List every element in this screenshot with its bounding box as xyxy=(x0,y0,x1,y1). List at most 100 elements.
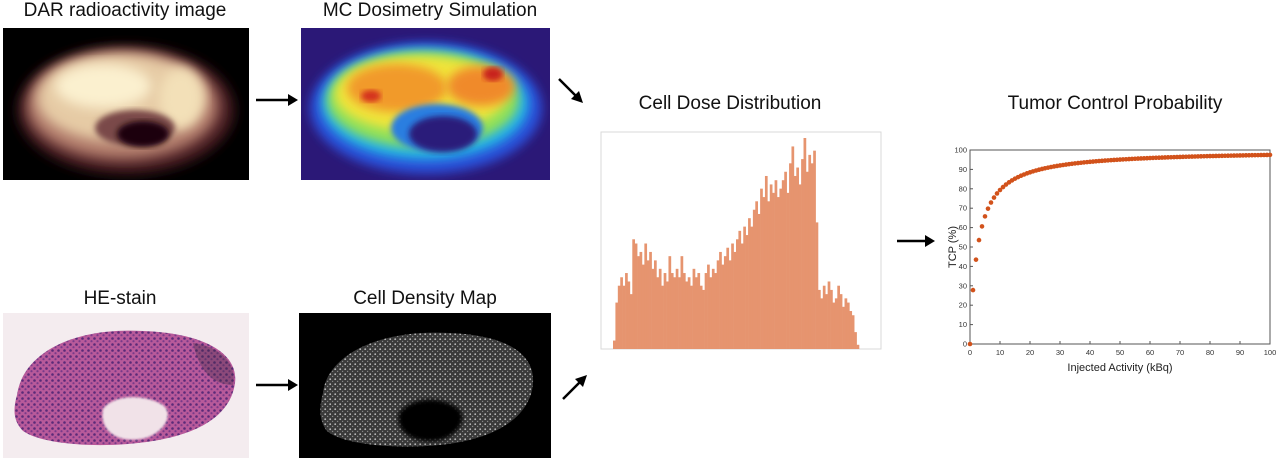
histogram-bar xyxy=(634,243,638,349)
histogram-bar xyxy=(764,175,768,349)
histogram-bar xyxy=(757,213,761,349)
histogram-bar xyxy=(822,285,826,349)
tcp-point xyxy=(997,187,1003,193)
histogram-bar xyxy=(832,302,836,349)
histogram-bar xyxy=(743,226,746,349)
histogram-bar xyxy=(646,260,650,349)
y-tick-label: 20 xyxy=(959,301,967,310)
tcp-plot: 0 10 20 30 40 50 60 70 80 90 100 0 10 20 30 40 50 60 70 80 9… xyxy=(948,140,1278,380)
histogram-bar xyxy=(697,273,701,349)
mc-dosimetry-image xyxy=(301,28,550,180)
tcp-point xyxy=(1267,152,1273,158)
histogram-bar xyxy=(752,209,756,349)
tcp-point xyxy=(979,224,985,229)
histogram-bar xyxy=(834,298,838,349)
arrow-he-to-density-icon xyxy=(256,379,298,391)
histogram-bar xyxy=(721,264,725,349)
x-tick-label: 80 xyxy=(1206,348,1214,357)
histogram-bar xyxy=(615,302,619,349)
histogram-bar xyxy=(808,154,812,349)
histogram-bar xyxy=(818,289,821,349)
histogram-bar xyxy=(654,260,657,349)
histogram-bar xyxy=(851,315,855,349)
histogram-bar xyxy=(748,218,751,349)
x-tick-label: 40 xyxy=(1086,348,1094,357)
histogram-bar xyxy=(695,277,698,349)
histogram-bar xyxy=(798,184,802,349)
histogram-bar xyxy=(714,273,717,349)
he-stain-image xyxy=(3,313,249,458)
histogram-bar xyxy=(810,163,814,349)
histogram-bar xyxy=(793,175,797,349)
y-tick-label: 60 xyxy=(959,223,967,232)
cell-density-title: Cell Density Map xyxy=(353,288,497,309)
histogram-bar xyxy=(709,277,713,349)
tcp-point xyxy=(982,214,988,219)
dar-radioactivity-image xyxy=(3,28,249,180)
x-tick-label: 10 xyxy=(996,348,1004,357)
cell-dose-histogram xyxy=(595,130,885,355)
he-stain-title: HE-stain xyxy=(83,288,157,309)
histogram-bar xyxy=(769,184,773,349)
histogram-bar xyxy=(711,268,715,349)
tcp-point xyxy=(973,257,979,262)
histogram-bar xyxy=(805,171,809,349)
histogram-bar xyxy=(719,251,722,349)
histogram-bar xyxy=(726,247,730,349)
histogram-bar xyxy=(656,277,660,349)
histogram-bar xyxy=(750,226,754,349)
histogram-bar xyxy=(745,235,749,349)
histogram-bar xyxy=(625,273,628,349)
y-tick-label: 70 xyxy=(959,204,967,213)
histogram-bar xyxy=(680,256,684,349)
histogram-bar xyxy=(774,180,778,349)
histogram-bar xyxy=(617,285,621,349)
histogram-bar xyxy=(777,197,780,349)
histogram-bar xyxy=(690,285,693,349)
histogram-bar xyxy=(637,256,640,349)
x-tick-label: 20 xyxy=(1026,348,1034,357)
histogram-bar xyxy=(820,298,824,349)
histogram-bar xyxy=(622,285,626,349)
histogram-bar xyxy=(825,294,828,349)
y-tick-label: 50 xyxy=(959,243,967,252)
y-tick-label: 30 xyxy=(959,281,967,290)
histogram-bar xyxy=(762,197,766,349)
y-tick-label: 90 xyxy=(959,165,967,174)
histogram-bar xyxy=(644,243,648,349)
arrow-mc-to-dose-icon xyxy=(558,78,583,103)
histogram-bar xyxy=(772,192,775,349)
histogram-bar xyxy=(846,302,850,349)
histogram-bar xyxy=(803,138,807,349)
tcp-point xyxy=(1000,184,1006,190)
histogram-bar xyxy=(670,273,674,349)
y-tick-label: 10 xyxy=(959,320,967,329)
histogram-bar xyxy=(663,273,667,349)
tcp-point xyxy=(991,195,997,200)
x-tick-label: 100 xyxy=(1264,348,1277,357)
histogram-bar xyxy=(728,260,732,349)
tcp-point xyxy=(994,191,1000,196)
histogram-bar xyxy=(673,277,676,349)
histogram-bar xyxy=(723,256,727,349)
y-tick-label: 80 xyxy=(959,184,967,193)
y-tick-label: 100 xyxy=(954,146,967,155)
histogram-bar xyxy=(685,281,689,349)
histogram-bar xyxy=(830,289,833,349)
histogram-bar xyxy=(692,268,696,349)
histogram-bar xyxy=(791,146,795,349)
histogram-bar xyxy=(629,294,633,349)
histogram-bar xyxy=(781,180,785,349)
x-tick-label: 60 xyxy=(1146,348,1154,357)
histogram-bar xyxy=(801,159,804,349)
histogram-bar xyxy=(786,192,790,349)
histogram-bar xyxy=(849,311,853,349)
histogram-bar xyxy=(779,188,783,349)
x-tick-label: 0 xyxy=(968,348,972,357)
histogram-bar xyxy=(641,264,645,349)
histogram-bar xyxy=(699,285,703,349)
histogram-bar xyxy=(716,260,720,349)
histogram-bar xyxy=(658,268,662,349)
tcp-point xyxy=(970,287,976,293)
dar-image-title: DAR radioactivity image xyxy=(23,0,227,21)
